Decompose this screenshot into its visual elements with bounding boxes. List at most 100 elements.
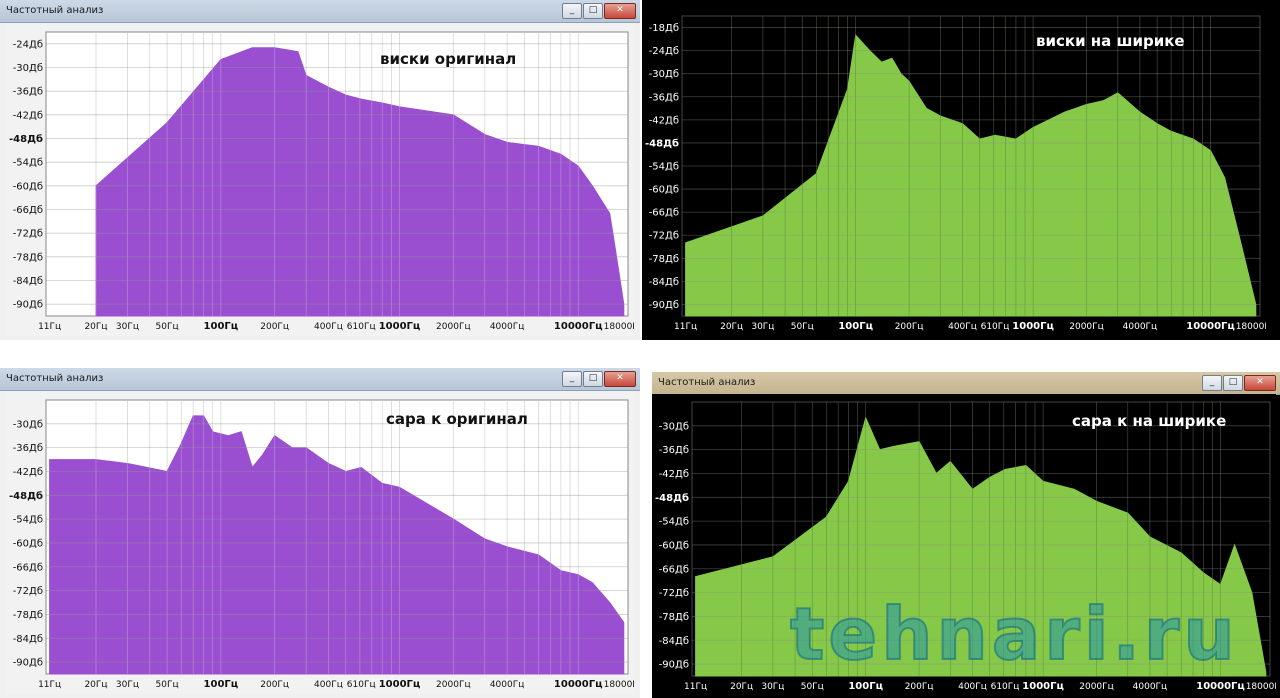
x-tick-label: 50Гц [801, 682, 824, 692]
x-tick-label: 11Гц [684, 682, 707, 692]
y-tick-label: -30Дб [13, 63, 43, 74]
y-tick-label: -60Дб [13, 538, 43, 549]
y-tick-label: -48Дб [645, 137, 679, 149]
grid-overlay [95, 32, 579, 316]
x-tick-label: 20Гц [720, 322, 743, 332]
chart-annotation: виски оригинал [380, 50, 517, 68]
window-sara-wide: Частотный анализ _ □ ✕ -30Дб -36Дб -42Дб -4… [652, 372, 1280, 698]
minimize-button[interactable]: _ [1202, 375, 1222, 391]
minimize-button[interactable]: _ [562, 371, 582, 387]
y-tick-label: -18Дб [649, 23, 679, 34]
x-tick-label: 200Гц [905, 682, 934, 692]
y-tick-label: -78Дб [13, 610, 43, 621]
x-tick-label: 100Гц [204, 321, 239, 332]
minimize-button[interactable]: _ [562, 3, 582, 19]
x-tick-label: 400Гц [948, 322, 977, 332]
y-tick-label: -72Дб [13, 229, 43, 240]
x-tick-label: 2000Гц [436, 322, 471, 332]
y-tick-label: -54Дб [649, 162, 679, 173]
y-tick-label: -48Дб [9, 490, 43, 502]
y-tick-label: -60Дб [13, 181, 43, 192]
x-tick-label: 50Гц [156, 680, 179, 690]
x-tick-label: 50Гц [791, 322, 814, 332]
close-button[interactable]: ✕ [604, 3, 636, 19]
y-tick-label: -54Дб [13, 515, 43, 526]
y-tick-label: -90Дб [659, 660, 689, 671]
x-tick-label: 20Гц [84, 322, 107, 332]
x-tick-label: 2000Гц [436, 680, 471, 690]
y-tick-label: -66Дб [13, 562, 43, 573]
watermark: tehnari.ru [789, 591, 1239, 677]
y-tick-label: -84Дб [13, 276, 43, 287]
x-tick-label: 4000Гц [490, 322, 525, 332]
grid-overlay [95, 400, 579, 674]
spectrum-chart-whiskey-original: -24Дб -30Дб -36Дб -42Дб -48Дб -54Дб -60Дб -66Дб… [6, 24, 634, 336]
x-tick-label: 610Гц [347, 322, 376, 332]
chart-annotation: сара к на ширике [1072, 412, 1227, 430]
maximize-button[interactable]: □ [583, 371, 603, 387]
window-sara-original: Частотный анализ _ □ ✕ -30Дб -36Дб -42Дб -4… [0, 368, 640, 698]
x-tick-label: 30Гц [116, 680, 139, 690]
y-tick-label: -48Дб [655, 492, 689, 504]
y-tick-label: -78Дб [13, 252, 43, 263]
x-tick-label: 4000Гц [1133, 682, 1168, 692]
y-tick-label: -24Дб [649, 46, 679, 57]
window-title: Частотный анализ [6, 373, 104, 384]
x-tick-label: 11Гц [38, 680, 61, 690]
x-tick-label: 610Гц [991, 682, 1020, 692]
y-tick-label: -66Дб [649, 208, 679, 219]
y-tick-label: -36Дб [659, 445, 689, 456]
x-tick-label: 30Гц [761, 682, 784, 692]
maximize-button[interactable]: □ [1223, 375, 1243, 391]
y-tick-label: -84Дб [649, 277, 679, 288]
x-tick-label: 10000Гц [1186, 321, 1235, 332]
x-tick-label: 30Гц [751, 322, 774, 332]
y-tick-label: -84Дб [659, 636, 689, 647]
x-tick-label: 100Гц [848, 681, 883, 692]
y-tick-label: -36Дб [13, 87, 43, 98]
y-tick-label: -30Дб [649, 69, 679, 80]
y-tick-label: -60Дб [659, 540, 689, 551]
y-tick-label: -78Дб [659, 612, 689, 623]
y-tick-label: -36Дб [649, 92, 679, 103]
x-tick-label: 11Гц [674, 322, 697, 332]
x-tick-label: 200Гц [895, 322, 924, 332]
x-tick-label: 400Гц [314, 680, 343, 690]
chart-annotation: сара к оригинал [386, 410, 528, 428]
x-tick-label: 2000Гц [1079, 682, 1114, 692]
spectrum-area [49, 415, 625, 675]
close-button[interactable]: ✕ [1244, 375, 1276, 391]
x-tick-label: 18000Гц [604, 680, 634, 690]
x-tick-label: 20Гц [730, 682, 753, 692]
window-titlebar: Частотный анализ _ □ ✕ [0, 0, 640, 23]
spectrum-chart-whiskey-wide: -18Дб -24Дб -30Дб -36Дб -42Дб -48Дб -54Дб -60Дб… [642, 8, 1266, 336]
window-whiskey-original: Частотный анализ _ □ ✕ -24Дб -30Дб -36Дб -4… [0, 0, 640, 340]
y-tick-label: -42Дб [659, 469, 689, 480]
window-titlebar: Частотный анализ _ □ ✕ [652, 372, 1280, 395]
x-tick-label: 610Гц [347, 680, 376, 690]
x-tick-label: 200Гц [260, 322, 289, 332]
y-tick-label: -72Дб [659, 588, 689, 599]
x-tick-label: 20Гц [84, 680, 107, 690]
x-tick-label: 610Гц [981, 322, 1010, 332]
y-tick-label: -30Дб [659, 421, 689, 432]
x-tick-label: 10000Гц [1196, 681, 1245, 692]
y-tick-label: -78Дб [649, 254, 679, 265]
window-title: Частотный анализ [658, 377, 756, 388]
y-tick-label: -66Дб [13, 205, 43, 216]
x-tick-label: 400Гц [314, 322, 343, 332]
y-tick-label: -24Дб [13, 39, 43, 50]
chart-annotation: виски на ширике [1036, 32, 1185, 50]
x-tick-label: 1000Гц [1022, 681, 1064, 692]
window-titlebar: Частотный анализ _ □ ✕ [0, 368, 640, 391]
x-tick-label: 200Гц [260, 680, 289, 690]
maximize-button[interactable]: □ [583, 3, 603, 19]
y-tick-label: -90Дб [13, 300, 43, 311]
y-tick-label: -42Дб [649, 115, 679, 126]
y-tick-label: -66Дб [659, 564, 689, 575]
x-tick-label: 1000Гц [1012, 321, 1054, 332]
y-tick-label: -90Дб [13, 658, 43, 669]
spectrum-area [685, 34, 1257, 317]
x-tick-label: 100Гц [838, 321, 873, 332]
close-button[interactable]: ✕ [604, 371, 636, 387]
